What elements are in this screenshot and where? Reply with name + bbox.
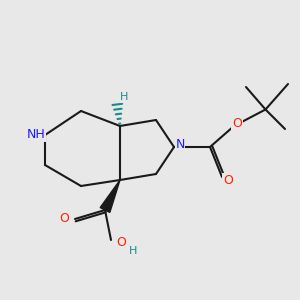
- Text: O: O: [117, 236, 126, 250]
- Polygon shape: [100, 180, 120, 212]
- Text: O: O: [232, 116, 242, 130]
- Text: N: N: [175, 137, 185, 151]
- Text: NH: NH: [27, 128, 45, 142]
- Text: O: O: [223, 173, 233, 187]
- Text: H: H: [129, 245, 138, 256]
- Text: O: O: [60, 212, 69, 226]
- Text: H: H: [120, 92, 129, 103]
